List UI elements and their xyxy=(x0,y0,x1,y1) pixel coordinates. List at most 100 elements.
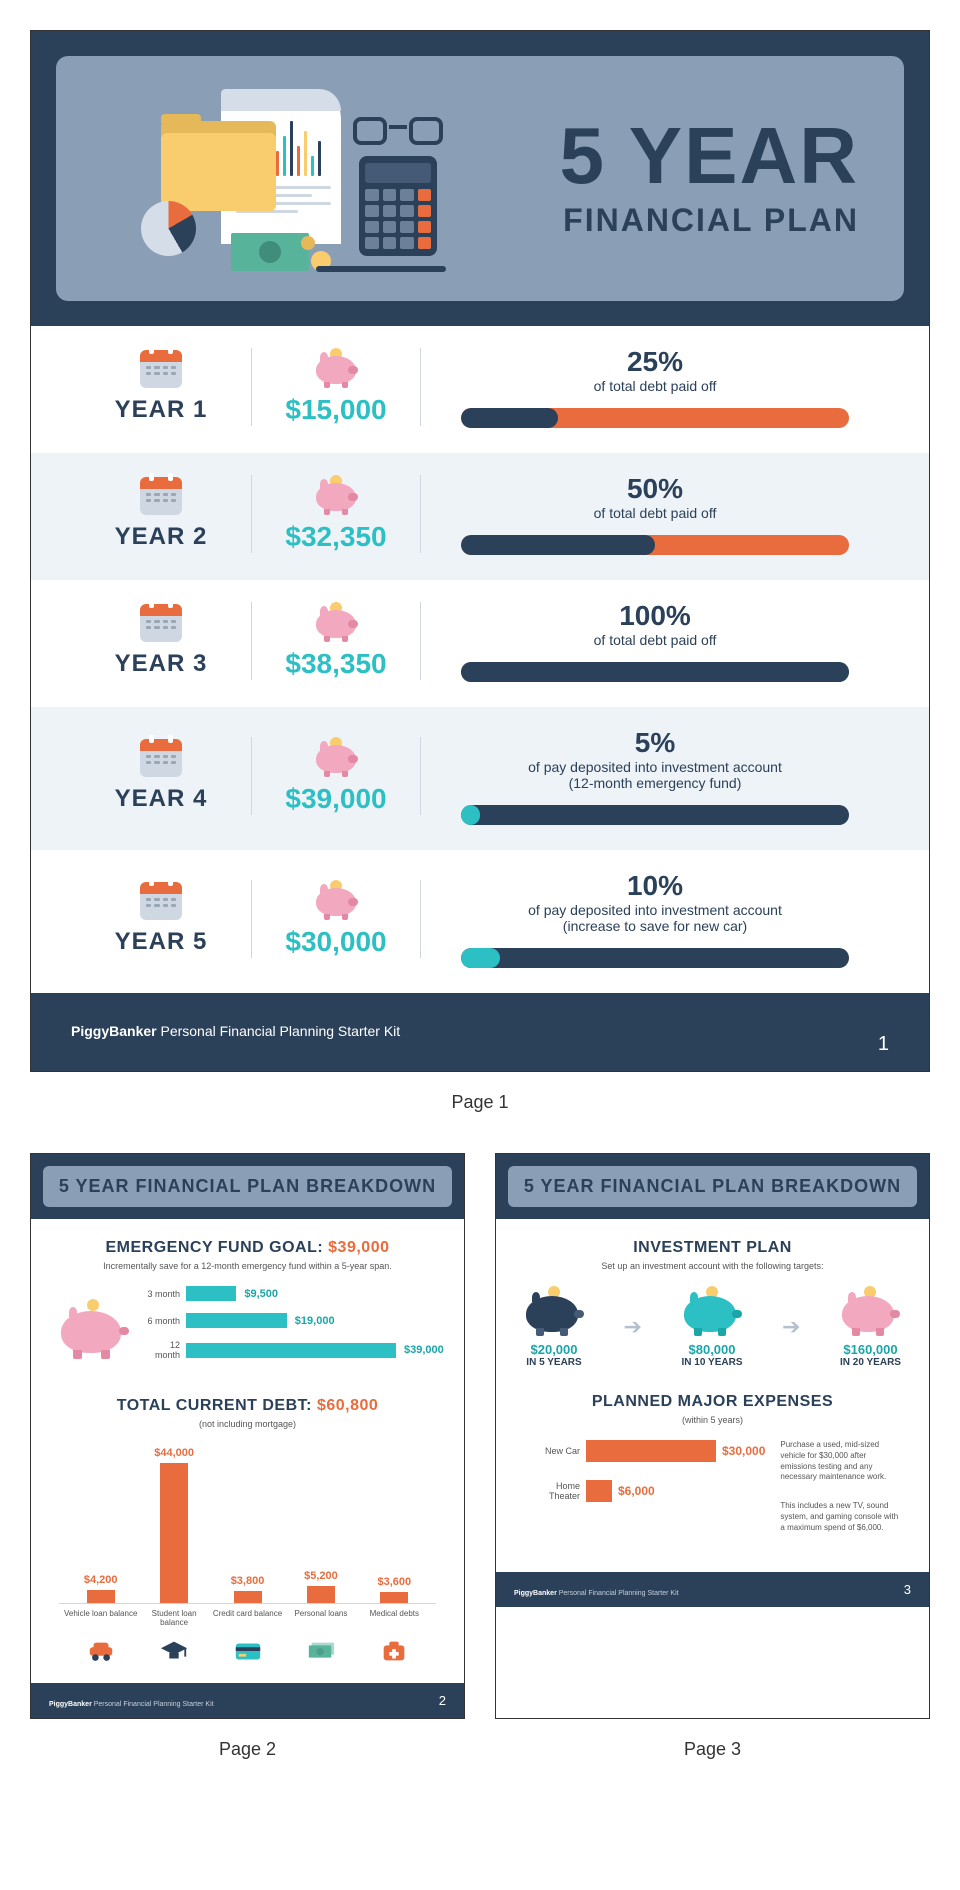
piggy-bank-icon xyxy=(59,1299,129,1359)
savings-amount: $30,000 xyxy=(262,926,410,958)
cash-icon xyxy=(231,233,309,271)
expense-description: Purchase a used, mid-sized vehicle for $… xyxy=(780,1440,901,1483)
page-1-footer: PiggyBanker Personal Financial Planning … xyxy=(31,993,929,1071)
savings-amount: $39,000 xyxy=(262,783,410,815)
piggy-bank-icon xyxy=(840,1286,900,1336)
investment-milestone: $20,000 IN 5 YEARS xyxy=(524,1286,584,1368)
med-icon xyxy=(358,1639,431,1663)
emergency-fund-subtitle: Incrementally save for a 12-month emerge… xyxy=(59,1261,436,1271)
expenses-descriptions: Purchase a used, mid-sized vehicle for $… xyxy=(780,1440,901,1552)
progress-bar xyxy=(461,662,849,682)
expenses-bar-chart: New Car $30,000 Home Theater $6,000 xyxy=(524,1440,765,1552)
expense-bar-row: New Car $30,000 xyxy=(524,1440,765,1462)
debt-subtitle: (not including mortgage) xyxy=(59,1419,436,1429)
pen-icon xyxy=(316,266,446,272)
page-2-footer: PiggyBanker Personal Financial Planning … xyxy=(31,1683,464,1718)
hero-line-2: FINANCIAL PLAN xyxy=(491,202,859,239)
emergency-fund-bar-row: 6 month $19,000 xyxy=(144,1313,444,1328)
year-row: YEAR 2 $32,350 50% of total debt paid of… xyxy=(31,453,929,580)
piggy-bank-icon xyxy=(312,880,360,920)
investment-title: INVESTMENT PLAN xyxy=(524,1239,901,1257)
page-1: 5 YEAR FINANCIAL PLAN YEAR 1 xyxy=(30,30,930,1072)
investment-milestone: $160,000 IN 20 YEARS xyxy=(840,1286,901,1368)
emergency-fund-chart: 3 month $9,5006 month $19,00012 month $3… xyxy=(144,1286,444,1372)
year-row: YEAR 3 $38,350 100% of total debt paid o… xyxy=(31,580,929,707)
debt-bar-chart: $4,200$44,000$3,800$5,200$3,600 xyxy=(59,1444,436,1604)
debt-bar: $5,200 xyxy=(284,1444,357,1603)
hero-banner: 5 YEAR FINANCIAL PLAN xyxy=(56,56,904,301)
savings-amount: $15,000 xyxy=(262,394,410,426)
percentage-value: 50% xyxy=(461,473,849,505)
investment-milestone: $80,000 IN 10 YEARS xyxy=(682,1286,743,1368)
footer-tagline: Personal Financial Planning Starter Kit xyxy=(160,1023,400,1039)
page-number: 2 xyxy=(439,1693,446,1708)
calendar-icon xyxy=(140,350,182,388)
page-number: 1 xyxy=(878,1033,889,1056)
pie-chart-icon xyxy=(141,201,196,256)
savings-amount: $32,350 xyxy=(262,521,410,553)
percentage-label: of total debt paid off xyxy=(461,632,849,648)
year-label: YEAR 1 xyxy=(71,396,251,424)
investment-subtitle: Set up an investment account with the fo… xyxy=(524,1261,901,1271)
debt-icons-row xyxy=(59,1639,436,1663)
debt-bar: $4,200 xyxy=(64,1444,137,1603)
percentage-value: 25% xyxy=(461,346,849,378)
expenses-title: PLANNED MAJOR EXPENSES xyxy=(524,1393,901,1411)
progress-bar xyxy=(461,535,849,555)
year-label: YEAR 5 xyxy=(71,928,251,956)
year-row: YEAR 1 $15,000 25% of total debt paid of… xyxy=(31,326,929,453)
expense-bar-row: Home Theater $6,000 xyxy=(524,1480,765,1502)
debt-bar: $3,600 xyxy=(358,1444,431,1603)
progress-bar xyxy=(461,408,849,428)
piggy-bank-icon xyxy=(312,348,360,388)
investment-milestones: $20,000 IN 5 YEARS ➔ $80,000 IN 10 YEARS ➔… xyxy=(524,1286,901,1368)
percentage-label: of total debt paid off xyxy=(461,505,849,521)
folder-icon xyxy=(161,133,276,211)
glasses-icon xyxy=(353,117,443,147)
percentage-label: of pay deposited into investment account… xyxy=(461,759,849,791)
year-label: YEAR 4 xyxy=(71,785,251,813)
piggy-bank-icon xyxy=(312,475,360,515)
emergency-fund-bar-row: 12 month $39,000 xyxy=(144,1340,444,1360)
hero-illustration xyxy=(101,81,461,276)
calendar-icon xyxy=(140,739,182,777)
year-table: YEAR 1 $15,000 25% of total debt paid of… xyxy=(31,326,929,993)
debt-category-label: Student loan balance xyxy=(137,1609,210,1629)
percentage-label: of pay deposited into investment account… xyxy=(461,902,849,934)
debt-categories: Vehicle loan balanceStudent loan balance… xyxy=(59,1604,436,1629)
page-number: 3 xyxy=(904,1582,911,1597)
calendar-icon xyxy=(140,882,182,920)
page-3-label: Page 3 xyxy=(495,1739,930,1760)
arrow-icon: ➔ xyxy=(782,1314,800,1340)
percentage-value: 5% xyxy=(461,727,849,759)
debt-bar: $44,000 xyxy=(137,1444,210,1603)
page-2: 5 YEAR FINANCIAL PLAN BREAKDOWN EMERGENC… xyxy=(30,1153,465,1719)
hero-line-1: 5 YEAR xyxy=(491,118,859,194)
year-row: YEAR 4 $39,000 5% of pay deposited into … xyxy=(31,707,929,850)
card-icon xyxy=(211,1639,284,1663)
page-1-label: Page 1 xyxy=(30,1092,930,1113)
debt-category-label: Personal loans xyxy=(284,1609,357,1629)
car-icon xyxy=(64,1639,137,1663)
percentage-value: 10% xyxy=(461,870,849,902)
page-2-label: Page 2 xyxy=(30,1739,465,1760)
progress-bar xyxy=(461,948,849,968)
cash-icon xyxy=(284,1639,357,1663)
arrow-icon: ➔ xyxy=(624,1314,642,1340)
year-row: YEAR 5 $30,000 10% of pay deposited into… xyxy=(31,850,929,993)
grad-icon xyxy=(137,1639,210,1663)
page-1-header: 5 YEAR FINANCIAL PLAN xyxy=(31,31,929,326)
debt-category-label: Medical debts xyxy=(358,1609,431,1629)
page-2-header: 5 YEAR FINANCIAL PLAN BREAKDOWN xyxy=(43,1166,452,1207)
debt-category-label: Credit card balance xyxy=(211,1609,284,1629)
calendar-icon xyxy=(140,477,182,515)
piggy-bank-icon xyxy=(312,737,360,777)
piggy-bank-icon xyxy=(524,1286,584,1336)
percentage-label: of total debt paid off xyxy=(461,378,849,394)
piggy-bank-icon xyxy=(682,1286,742,1336)
footer-brand: PiggyBanker xyxy=(71,1023,157,1039)
progress-bar xyxy=(461,805,849,825)
percentage-value: 100% xyxy=(461,600,849,632)
page-3: 5 YEAR FINANCIAL PLAN BREAKDOWN INVESTME… xyxy=(495,1153,930,1719)
piggy-bank-icon xyxy=(312,602,360,642)
